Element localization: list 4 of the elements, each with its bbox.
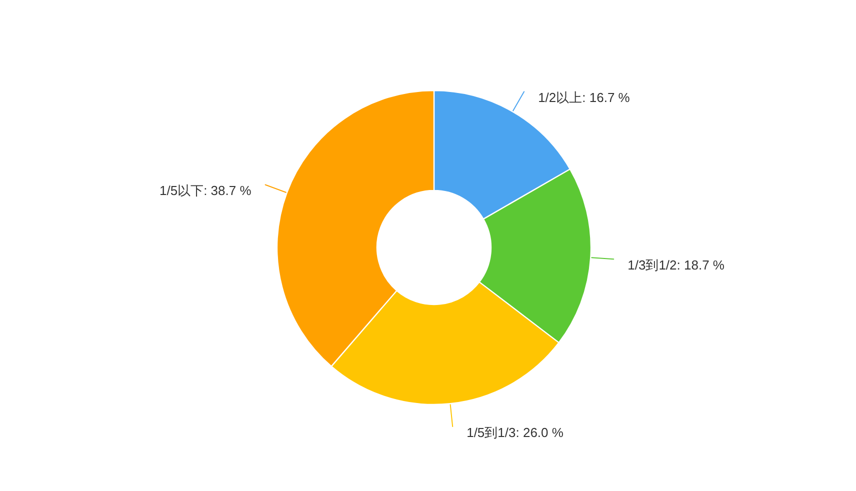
slice-label: 1/5以下: 38.7 % [160, 183, 252, 198]
slice-label: 1/2以上: 16.7 % [538, 90, 630, 106]
slice-label: 1/3到1/2: 18.7 % [628, 258, 725, 273]
slice-label: 1/5到1/3: 26.0 % [466, 424, 564, 440]
